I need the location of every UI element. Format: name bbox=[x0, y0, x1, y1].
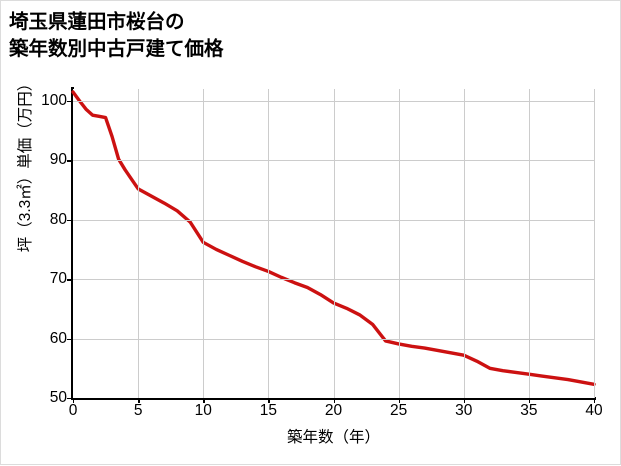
x-tick-mark bbox=[398, 398, 401, 403]
chart-title: 埼玉県蓮田市桜台の 築年数別中古戸建て価格 bbox=[9, 9, 569, 63]
y-tick-label: 70 bbox=[49, 270, 67, 288]
x-tick-mark bbox=[138, 398, 140, 403]
x-tick-label: 10 bbox=[194, 402, 212, 419]
y-tick-mark bbox=[67, 160, 72, 162]
y-tick-label: 90 bbox=[49, 151, 67, 169]
y-tick-mark bbox=[67, 338, 72, 340]
y-tick-mark bbox=[67, 219, 72, 222]
x-tick-mark bbox=[73, 398, 75, 403]
y-tick-mark bbox=[67, 100, 72, 103]
plot-area bbox=[71, 89, 596, 398]
x-tick-label: 25 bbox=[390, 402, 408, 419]
gridline-vertical bbox=[463, 89, 465, 398]
x-axis-label: 築年数（年） bbox=[286, 429, 380, 446]
x-tick-label: 0 bbox=[68, 402, 78, 419]
x-tick-mark bbox=[594, 398, 596, 403]
x-tick-label: 30 bbox=[455, 402, 473, 419]
x-tick-label: 5 bbox=[133, 402, 143, 419]
gridline-vertical bbox=[528, 89, 530, 398]
gridline-vertical bbox=[594, 89, 595, 398]
y-tick-label: 80 bbox=[49, 210, 67, 228]
data-series-line bbox=[71, 90, 596, 387]
gridline-vertical bbox=[268, 89, 270, 398]
x-tick-label: 15 bbox=[259, 402, 277, 419]
y-tick-label: 50 bbox=[49, 389, 67, 406]
y-axis-tick-labels: 50 60 70 80 90 100 bbox=[23, 1, 67, 466]
x-tick-label: 40 bbox=[585, 402, 603, 419]
x-tick-label: 35 bbox=[520, 402, 538, 419]
y-tick-mark bbox=[67, 279, 72, 281]
x-tick-mark bbox=[528, 398, 531, 403]
gridline-vertical bbox=[138, 89, 140, 398]
x-tick-mark bbox=[203, 398, 205, 403]
y-tick-label: 100 bbox=[41, 91, 67, 109]
gridline-vertical bbox=[333, 89, 335, 398]
y-axis-line bbox=[71, 87, 74, 400]
x-tick-mark bbox=[333, 398, 335, 403]
gridline-vertical bbox=[203, 89, 205, 398]
y-tick-label: 60 bbox=[49, 329, 67, 347]
x-tick-mark bbox=[268, 398, 270, 403]
gridline-vertical bbox=[398, 89, 400, 398]
y-tick-mark bbox=[67, 398, 72, 400]
chart-title-line-1: 埼玉県蓮田市桜台の bbox=[9, 11, 185, 33]
chart-title-line-2: 築年数別中古戸建て価格 bbox=[9, 38, 224, 60]
x-tick-mark bbox=[463, 398, 466, 403]
x-tick-label: 20 bbox=[324, 402, 343, 419]
